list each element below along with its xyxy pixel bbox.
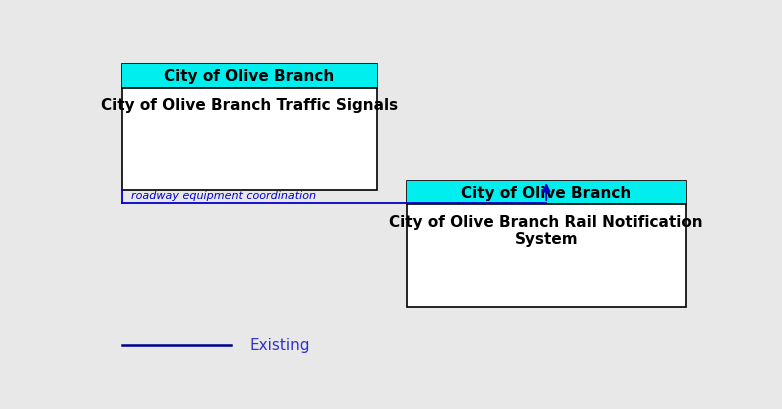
Text: City of Olive Branch Rail Notification
System: City of Olive Branch Rail Notification S… xyxy=(389,214,703,247)
Text: Existing: Existing xyxy=(249,338,310,353)
Text: roadway equipment coordination: roadway equipment coordination xyxy=(131,191,316,201)
Bar xyxy=(122,65,377,88)
Bar xyxy=(122,65,377,191)
Text: City of Olive Branch: City of Olive Branch xyxy=(164,69,335,84)
Bar xyxy=(407,181,686,205)
Text: City of Olive Branch Traffic Signals: City of Olive Branch Traffic Signals xyxy=(101,98,398,113)
Text: City of Olive Branch: City of Olive Branch xyxy=(461,186,631,201)
Bar xyxy=(407,181,686,307)
